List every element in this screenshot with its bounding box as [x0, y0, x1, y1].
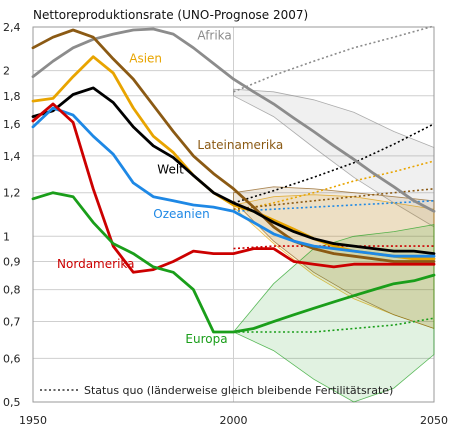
x-tick-label: 2000: [220, 414, 248, 427]
legend-text: Status quo (länderweise gleich bleibende…: [84, 384, 393, 397]
series-label: Afrika: [197, 28, 231, 42]
series-line: [31, 86, 436, 256]
chart-title: Nettoreproduktionsrate (UNO-Prognose 200…: [33, 8, 308, 22]
status-quo-line: [233, 317, 435, 333]
y-tick-label: 0,5: [3, 396, 21, 409]
series-label: Lateinamerika: [197, 138, 283, 152]
series-line: [31, 106, 436, 258]
series-line: [31, 28, 436, 263]
y-tick-label: 0,6: [3, 352, 21, 365]
series-lines: [31, 27, 436, 334]
y-tick-label: 1,4: [3, 150, 21, 163]
y-tick-label: 2: [3, 65, 10, 78]
series-line: [31, 191, 436, 334]
series-line: [31, 102, 436, 274]
y-tick-label: 0,7: [3, 316, 21, 329]
y-tick-label: 1,8: [3, 90, 21, 103]
series-line: [31, 27, 436, 213]
legend: Status quo (länderweise gleich bleibende…: [40, 384, 393, 397]
series-label: Nordamerika: [57, 257, 134, 271]
status-quo-line: [233, 160, 435, 213]
x-tick-label: 2050: [420, 414, 448, 427]
series-label: Asien: [129, 51, 162, 65]
y-tick-label: 1: [3, 230, 10, 243]
x-tick-label: 1950: [19, 414, 47, 427]
series-labels: Afrika Asien Lateinamerika Welt Ozeanien Nord…: [57, 28, 283, 346]
status-quo-line: [233, 25, 435, 93]
y-tick-label: 1,6: [3, 118, 21, 131]
y-tick-label: 2,4: [3, 21, 21, 34]
series-label: Welt: [157, 163, 184, 177]
y-tick-label: 0,8: [3, 284, 21, 297]
series-label: Europa: [185, 332, 227, 346]
y-tick-label: 0,9: [3, 255, 21, 268]
projection-band: [232, 224, 435, 403]
status-quo-line: [233, 200, 435, 213]
series-label: Ozeanien: [153, 207, 209, 221]
y-tick-label: 1,2: [3, 187, 21, 200]
